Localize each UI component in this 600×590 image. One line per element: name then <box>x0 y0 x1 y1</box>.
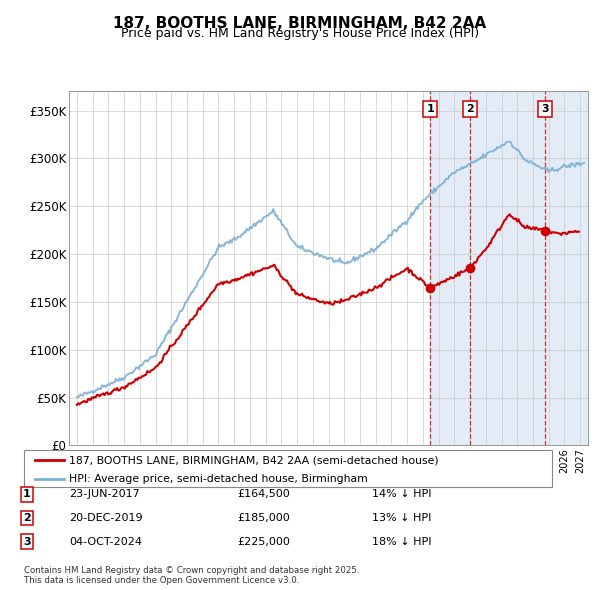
Text: Price paid vs. HM Land Registry's House Price Index (HPI): Price paid vs. HM Land Registry's House … <box>121 27 479 40</box>
Text: 23-JUN-2017: 23-JUN-2017 <box>69 490 140 499</box>
Text: 13% ↓ HPI: 13% ↓ HPI <box>372 513 431 523</box>
Text: 2: 2 <box>23 513 31 523</box>
Text: £164,500: £164,500 <box>237 490 290 499</box>
Text: £185,000: £185,000 <box>237 513 290 523</box>
Text: 18% ↓ HPI: 18% ↓ HPI <box>372 537 431 546</box>
Text: 1: 1 <box>427 104 434 114</box>
Text: 187, BOOTHS LANE, BIRMINGHAM, B42 2AA: 187, BOOTHS LANE, BIRMINGHAM, B42 2AA <box>113 16 487 31</box>
Text: Contains HM Land Registry data © Crown copyright and database right 2025.
This d: Contains HM Land Registry data © Crown c… <box>24 566 359 585</box>
Text: 20-DEC-2019: 20-DEC-2019 <box>69 513 143 523</box>
FancyBboxPatch shape <box>24 450 552 487</box>
Text: 3: 3 <box>23 537 31 546</box>
Text: 14% ↓ HPI: 14% ↓ HPI <box>372 490 431 499</box>
Text: 1: 1 <box>23 490 31 499</box>
Text: HPI: Average price, semi-detached house, Birmingham: HPI: Average price, semi-detached house,… <box>69 474 368 484</box>
Text: £225,000: £225,000 <box>237 537 290 546</box>
Text: 187, BOOTHS LANE, BIRMINGHAM, B42 2AA (semi-detached house): 187, BOOTHS LANE, BIRMINGHAM, B42 2AA (s… <box>69 455 439 466</box>
Text: 04-OCT-2024: 04-OCT-2024 <box>69 537 142 546</box>
Text: 3: 3 <box>541 104 549 114</box>
Text: 2: 2 <box>466 104 473 114</box>
Bar <box>430 91 600 445</box>
